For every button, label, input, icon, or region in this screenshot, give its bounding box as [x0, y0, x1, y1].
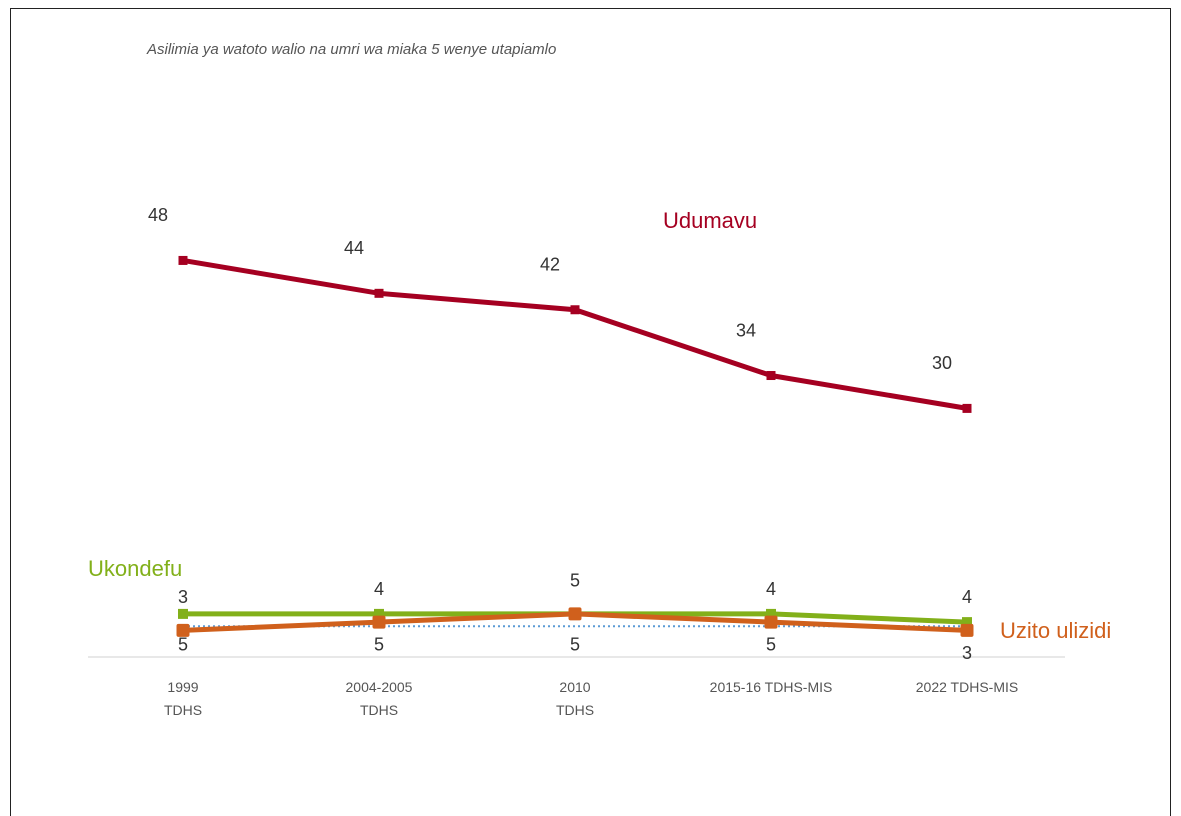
marker [764, 615, 778, 629]
x-tick-label: 2010 TDHS [556, 679, 594, 718]
data-label: 42 [540, 255, 560, 275]
x-tick-label: 2015-16 TDHS-MIS [710, 679, 833, 695]
data-label: 44 [344, 238, 364, 258]
x-tick-line: TDHS [556, 702, 594, 718]
marker [962, 403, 972, 413]
data-label: 4 [766, 579, 776, 599]
data-label: 48 [148, 205, 168, 225]
marker [960, 623, 974, 637]
chart-title: Asilimia ya watoto walio na umri wa miak… [146, 41, 556, 58]
data-label: 34 [736, 320, 756, 340]
x-tick-line: 2010 [559, 679, 590, 695]
series-label: Uzito ulizidi [1000, 618, 1111, 643]
marker [178, 255, 188, 265]
marker [766, 608, 776, 619]
x-tick-line: TDHS [164, 702, 202, 718]
marker [372, 615, 386, 629]
data-label: 5 [570, 635, 580, 655]
frame [10, 8, 1171, 816]
marker [568, 607, 582, 621]
series-label: Udumavu [663, 208, 757, 233]
x-tick-label: 2004-2005 TDHS [346, 679, 413, 718]
x-tick-label: 2022 TDHS-MIS [916, 679, 1018, 695]
marker [962, 617, 972, 628]
data-label: 4 [374, 579, 384, 599]
x-tick-label: 1999 TDHS [164, 679, 202, 718]
x-tick-line: 1999 [167, 679, 198, 695]
marker [570, 305, 580, 315]
data-label: 5 [570, 571, 580, 591]
data-label: 30 [932, 353, 952, 373]
marker [178, 608, 188, 619]
data-label: 5 [178, 635, 188, 655]
x-tick-line: 2022 TDHS-MIS [916, 679, 1018, 695]
data-label: 3 [178, 587, 188, 607]
x-tick-line: 2004-2005 [346, 679, 413, 695]
marker [374, 608, 384, 619]
x-tick-line: TDHS [360, 702, 398, 718]
data-label: 3 [962, 643, 972, 663]
marker [374, 288, 384, 298]
data-label: 5 [766, 635, 776, 655]
series-label: Ukondefu [88, 556, 182, 581]
marker [766, 371, 776, 381]
marker [176, 623, 190, 637]
data-label: 5 [374, 635, 384, 655]
x-tick-line: 2015-16 TDHS-MIS [710, 679, 833, 695]
data-label: 4 [962, 587, 972, 607]
